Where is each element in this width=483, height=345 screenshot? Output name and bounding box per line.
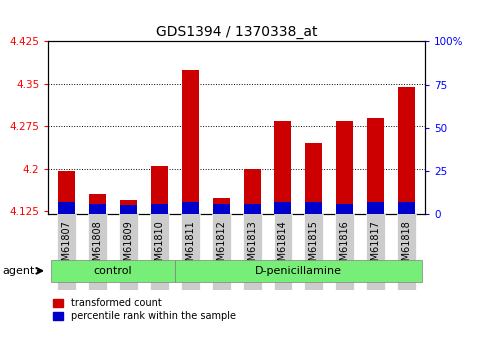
Legend: transformed count, percentile rank within the sample: transformed count, percentile rank withi…	[53, 298, 236, 321]
Text: GSM61815: GSM61815	[309, 220, 319, 273]
Bar	[242, 214, 261, 290]
Text: GSM61807: GSM61807	[62, 220, 72, 273]
Text: agent: agent	[2, 266, 35, 276]
Bar	[274, 121, 291, 214]
Text: GSM61814: GSM61814	[278, 220, 288, 273]
Bar	[304, 214, 323, 290]
Bar	[367, 202, 384, 214]
Bar	[181, 214, 200, 290]
Bar	[305, 143, 322, 214]
Bar	[51, 260, 175, 282]
Bar	[398, 87, 415, 214]
Bar	[182, 70, 199, 214]
Text: GSM61811: GSM61811	[185, 220, 195, 273]
Bar	[336, 204, 353, 214]
Bar	[397, 214, 416, 290]
Bar	[335, 214, 354, 290]
Text: GSM61808: GSM61808	[93, 220, 103, 273]
Bar	[89, 194, 106, 214]
Bar	[274, 202, 291, 214]
Bar	[213, 198, 230, 214]
Bar	[243, 169, 261, 214]
Bar	[120, 205, 137, 214]
Text: GSM61812: GSM61812	[216, 220, 226, 273]
Bar	[175, 260, 422, 282]
Bar	[182, 202, 199, 214]
Text: D-penicillamine: D-penicillamine	[255, 266, 342, 276]
Bar	[305, 202, 322, 214]
Bar	[58, 202, 75, 214]
Bar	[119, 214, 138, 290]
Bar	[243, 204, 261, 214]
Bar	[336, 121, 353, 214]
Bar	[212, 214, 231, 290]
Bar	[151, 204, 168, 214]
Text: GSM61810: GSM61810	[155, 220, 165, 273]
Bar	[151, 166, 168, 214]
Bar	[150, 214, 169, 290]
Bar	[89, 204, 106, 214]
Bar	[398, 202, 415, 214]
Bar	[366, 214, 385, 290]
Bar	[213, 204, 230, 214]
Text: GSM61817: GSM61817	[370, 220, 381, 273]
Bar	[57, 214, 76, 290]
Text: control: control	[94, 266, 132, 276]
Text: GSM61813: GSM61813	[247, 220, 257, 273]
Text: GSM61816: GSM61816	[340, 220, 350, 273]
Bar	[273, 214, 292, 290]
Bar	[120, 200, 137, 214]
Bar	[367, 118, 384, 214]
Bar	[58, 171, 75, 214]
Text: GSM61818: GSM61818	[401, 220, 412, 273]
Bar	[88, 214, 107, 290]
Text: GSM61809: GSM61809	[124, 220, 134, 273]
Title: GDS1394 / 1370338_at: GDS1394 / 1370338_at	[156, 25, 317, 39]
